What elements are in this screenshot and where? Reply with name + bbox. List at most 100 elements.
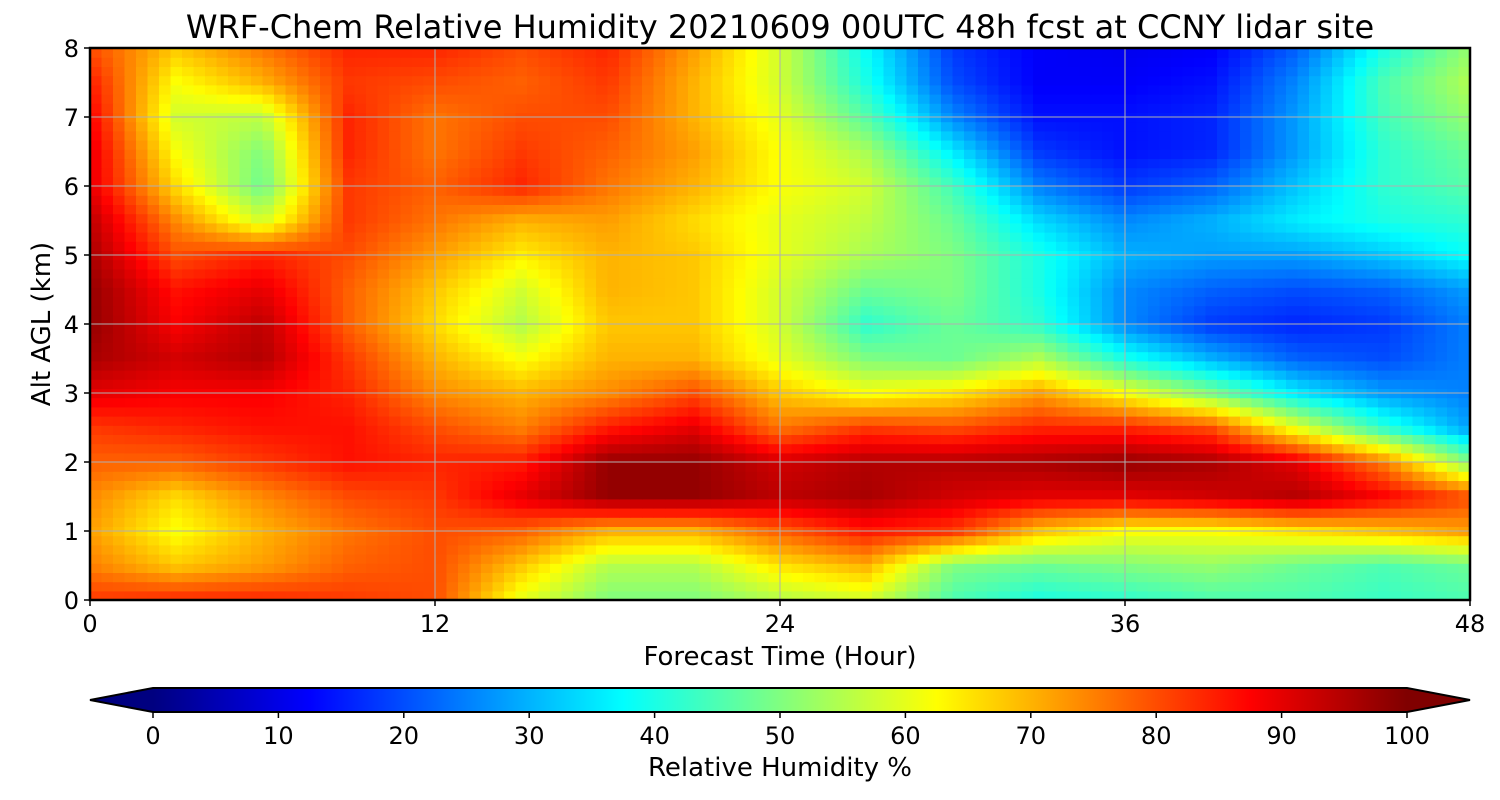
heatmap-cell: [584, 563, 597, 573]
heatmap-cell: [1033, 563, 1046, 573]
heatmap-cell: [1090, 268, 1103, 279]
heatmap-cell: [469, 342, 482, 353]
heatmap-cell: [1297, 342, 1310, 353]
heatmap-cell: [849, 416, 862, 426]
heatmap-cell: [757, 508, 770, 518]
heatmap-cell: [918, 498, 931, 509]
heatmap-cell: [803, 222, 816, 233]
heatmap-cell: [1182, 278, 1195, 288]
heatmap-cell: [538, 305, 551, 316]
heatmap-cell: [918, 517, 931, 527]
heatmap-cell: [941, 314, 954, 325]
heatmap-cell: [216, 324, 229, 334]
heatmap-cell: [1332, 581, 1345, 592]
heatmap-cell: [1389, 333, 1402, 343]
heatmap-cell: [1412, 452, 1425, 463]
heatmap-cell: [159, 563, 172, 573]
heatmap-cell: [550, 379, 563, 389]
heatmap-cell: [1136, 434, 1149, 445]
heatmap-cell: [1205, 554, 1218, 564]
heatmap-cell: [1102, 544, 1115, 555]
heatmap-cell: [1458, 517, 1470, 527]
heatmap-cell: [446, 324, 459, 334]
heatmap-cell: [90, 489, 103, 500]
heatmap-cell: [941, 508, 954, 518]
heatmap-cell: [136, 498, 149, 509]
heatmap-cell: [331, 563, 344, 573]
heatmap-cell: [607, 296, 620, 307]
heatmap-cell: [1389, 314, 1402, 325]
heatmap-cell: [182, 489, 195, 500]
heatmap-cell: [435, 452, 448, 463]
heatmap-cell: [814, 324, 827, 334]
heatmap-cell: [285, 590, 298, 600]
heatmap-cell: [320, 259, 333, 270]
heatmap-cell: [722, 342, 735, 353]
heatmap-cell: [469, 324, 482, 334]
heatmap-cell: [1033, 241, 1046, 251]
heatmap-cell: [400, 278, 413, 288]
heatmap-cell: [113, 590, 126, 600]
heatmap-cell: [929, 232, 942, 242]
heatmap-cell: [872, 572, 885, 583]
heatmap-cell: [343, 342, 356, 353]
heatmap-cell: [1228, 305, 1241, 316]
heatmap-cell: [630, 471, 643, 481]
heatmap-cell: [1125, 241, 1138, 251]
heatmap-cell: [883, 443, 896, 454]
heatmap-cell: [918, 324, 931, 334]
heatmap-cell: [1424, 563, 1437, 573]
heatmap-cell: [768, 489, 781, 500]
heatmap-cell: [1090, 232, 1103, 242]
heatmap-cell: [987, 572, 1000, 583]
heatmap-cell: [630, 232, 643, 242]
heatmap-cell: [883, 554, 896, 564]
heatmap-cell: [182, 232, 195, 242]
heatmap-cell: [998, 563, 1011, 573]
heatmap-cell: [745, 268, 758, 279]
heatmap-cell: [745, 489, 758, 500]
heatmap-cell: [1033, 452, 1046, 463]
heatmap-cell: [1251, 517, 1264, 527]
heatmap-cell: [998, 489, 1011, 500]
heatmap-cell: [423, 305, 436, 316]
heatmap-cell: [573, 232, 586, 242]
heatmap-cell: [676, 508, 689, 518]
heatmap-cell: [515, 232, 528, 242]
heatmap-cell: [849, 425, 862, 435]
heatmap-cell: [1458, 563, 1470, 573]
heatmap-cell: [1309, 572, 1322, 583]
heatmap-cell: [1286, 406, 1299, 417]
heatmap-cell: [987, 471, 1000, 481]
heatmap-cell: [1125, 544, 1138, 555]
heatmap-cell: [1274, 241, 1287, 251]
heatmap-cell: [630, 462, 643, 472]
heatmap-cell: [1343, 305, 1356, 316]
heatmap-cell: [1205, 342, 1218, 353]
heatmap-cell: [136, 517, 149, 527]
heatmap-cell: [515, 268, 528, 279]
heatmap-cell: [1401, 517, 1414, 527]
heatmap-cell: [826, 360, 839, 371]
heatmap-cell: [1435, 379, 1448, 389]
heatmap-cell: [929, 416, 942, 426]
heatmap-cell: [1458, 370, 1470, 380]
heatmap-cell: [837, 581, 850, 592]
heatmap-cell: [435, 213, 448, 224]
heatmap-cell: [297, 268, 310, 279]
heatmap-cell: [975, 222, 988, 233]
heatmap-cell: [458, 563, 471, 573]
heatmap-cell: [170, 268, 183, 279]
heatmap-cell: [308, 443, 321, 454]
heatmap-cell: [1309, 360, 1322, 371]
heatmap-cell: [1182, 508, 1195, 518]
heatmap-cell: [1309, 489, 1322, 500]
heatmap-cell: [504, 443, 517, 454]
heatmap-cell: [354, 508, 367, 518]
heatmap-cell: [699, 342, 712, 353]
heatmap-cell: [1171, 498, 1184, 509]
heatmap-cell: [906, 222, 919, 233]
heatmap-cell: [1033, 544, 1046, 555]
heatmap-cell: [768, 425, 781, 435]
heatmap-cell: [964, 554, 977, 564]
